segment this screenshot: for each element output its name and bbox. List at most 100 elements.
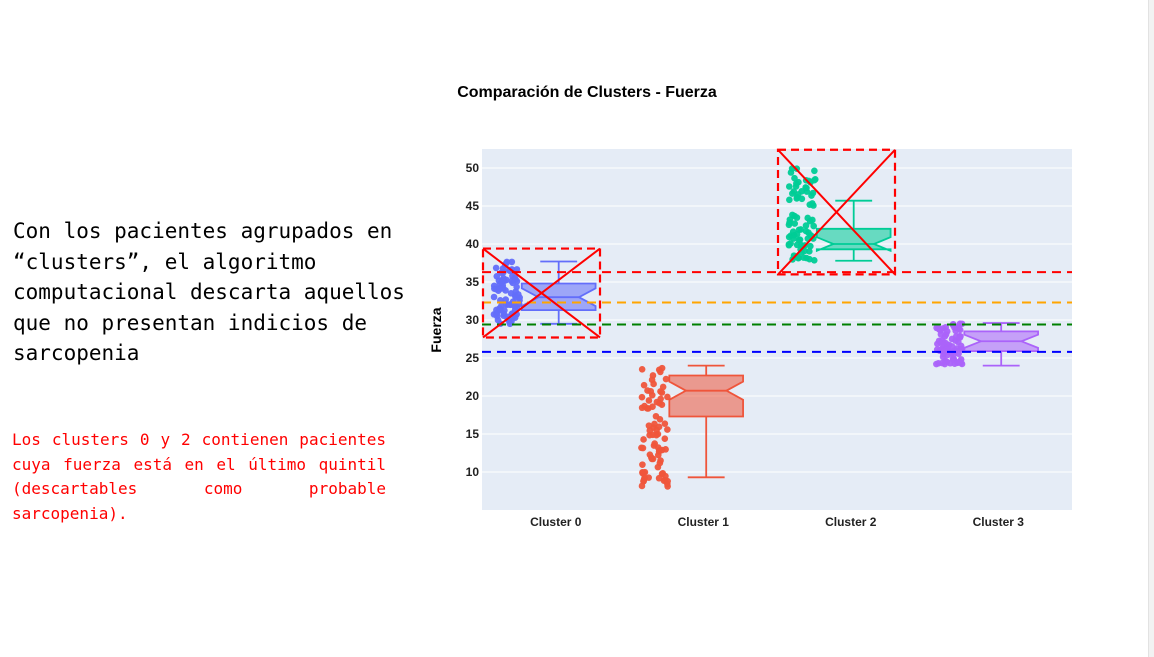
y-tick-label: 45: [466, 199, 480, 213]
data-point: [803, 254, 810, 262]
slide-edge: [1148, 0, 1154, 657]
data-point: [645, 397, 653, 404]
data-point: [493, 310, 500, 318]
x-tick-label: Cluster 2: [825, 515, 877, 529]
data-point: [493, 272, 501, 280]
data-point: [785, 183, 793, 190]
data-point: [662, 375, 670, 383]
data-point: [648, 391, 656, 399]
data-point: [497, 306, 504, 314]
data-point: [638, 365, 646, 373]
data-point: [499, 285, 507, 292]
data-point: [651, 440, 658, 447]
data-point: [650, 380, 657, 388]
box: [815, 227, 892, 253]
data-point: [657, 457, 664, 464]
data-point: [651, 420, 658, 428]
data-point: [802, 222, 810, 229]
data-point: [638, 444, 645, 452]
discard-frame: [481, 247, 602, 339]
data-point: [793, 241, 801, 249]
data-point: [933, 360, 940, 368]
data-point: [649, 455, 657, 463]
data-point: [798, 195, 806, 203]
data-point: [653, 398, 661, 406]
data-point: [790, 235, 797, 242]
data-point: [811, 167, 818, 175]
data-point: [787, 240, 794, 247]
data-point: [655, 366, 663, 374]
x-tick-label: Cluster 0: [530, 515, 582, 529]
data-point: [662, 446, 669, 453]
data-point: [791, 220, 799, 227]
data-point: [659, 469, 667, 477]
data-point: [664, 393, 671, 401]
data-point: [957, 342, 965, 350]
data-point: [948, 335, 956, 343]
data-point: [498, 276, 506, 284]
data-point: [638, 393, 646, 401]
data-point: [786, 196, 793, 204]
data-point: [795, 226, 803, 234]
data-point: [640, 476, 648, 483]
data-point: [811, 175, 819, 183]
data-point: [956, 334, 964, 341]
data-point: [810, 222, 817, 230]
data-point: [509, 279, 516, 287]
data-point: [640, 436, 647, 443]
data-point: [655, 474, 663, 482]
data-point: [490, 293, 498, 301]
discard-cross-line: [482, 247, 601, 339]
note-text: Los clusters 0 y 2 contienen pacientes c…: [12, 430, 386, 523]
data-point: [646, 427, 654, 434]
data-point: [639, 461, 646, 468]
data-point: [492, 264, 500, 272]
y-axis-label: Fuerza: [428, 307, 444, 352]
y-tick-label: 35: [466, 275, 480, 289]
y-tick-label: 25: [466, 351, 480, 365]
y-tick-label: 50: [466, 161, 480, 175]
data-point: [808, 233, 816, 240]
data-point: [656, 446, 663, 454]
data-point: [649, 372, 657, 379]
data-point: [654, 463, 662, 471]
data-point: [943, 328, 951, 335]
data-point: [653, 431, 660, 439]
data-point: [791, 212, 798, 220]
x-tick-label: Cluster 1: [678, 515, 730, 529]
data-point: [513, 266, 521, 273]
data-point: [941, 360, 949, 368]
y-tick-label: 10: [466, 465, 480, 479]
y-tick-label: 20: [466, 389, 480, 403]
data-point: [807, 242, 814, 250]
box: [668, 374, 744, 418]
data-point: [657, 388, 664, 395]
y-tick-label: 40: [466, 237, 480, 251]
plot-area: 10 15 20 25 30 35 40 45 50 Cluster 0 Cluster 1 Clus…: [466, 148, 1072, 529]
data-point: [664, 426, 671, 433]
data-point: [802, 184, 809, 191]
data-point: [644, 405, 652, 412]
data-point: [640, 381, 648, 389]
data-point: [658, 401, 666, 408]
data-point: [941, 347, 948, 355]
x-tick-label: Cluster 3: [973, 515, 1025, 529]
data-point: [640, 469, 648, 477]
data-point: [661, 435, 669, 442]
data-point: [502, 296, 510, 303]
main-text: Con los pacientes agrupados en “clusters…: [13, 219, 405, 365]
data-point: [808, 192, 815, 199]
data-point: [786, 219, 793, 226]
data-point: [935, 337, 943, 345]
data-point: [506, 320, 514, 328]
data-point: [789, 228, 797, 236]
data-point: [935, 325, 942, 332]
data-point: [956, 358, 963, 365]
data-point: [646, 431, 653, 439]
data-point: [508, 258, 516, 266]
data-point: [793, 180, 800, 187]
chart-title: Comparación de Clusters - Fuerza: [457, 84, 717, 101]
data-point: [809, 216, 816, 224]
